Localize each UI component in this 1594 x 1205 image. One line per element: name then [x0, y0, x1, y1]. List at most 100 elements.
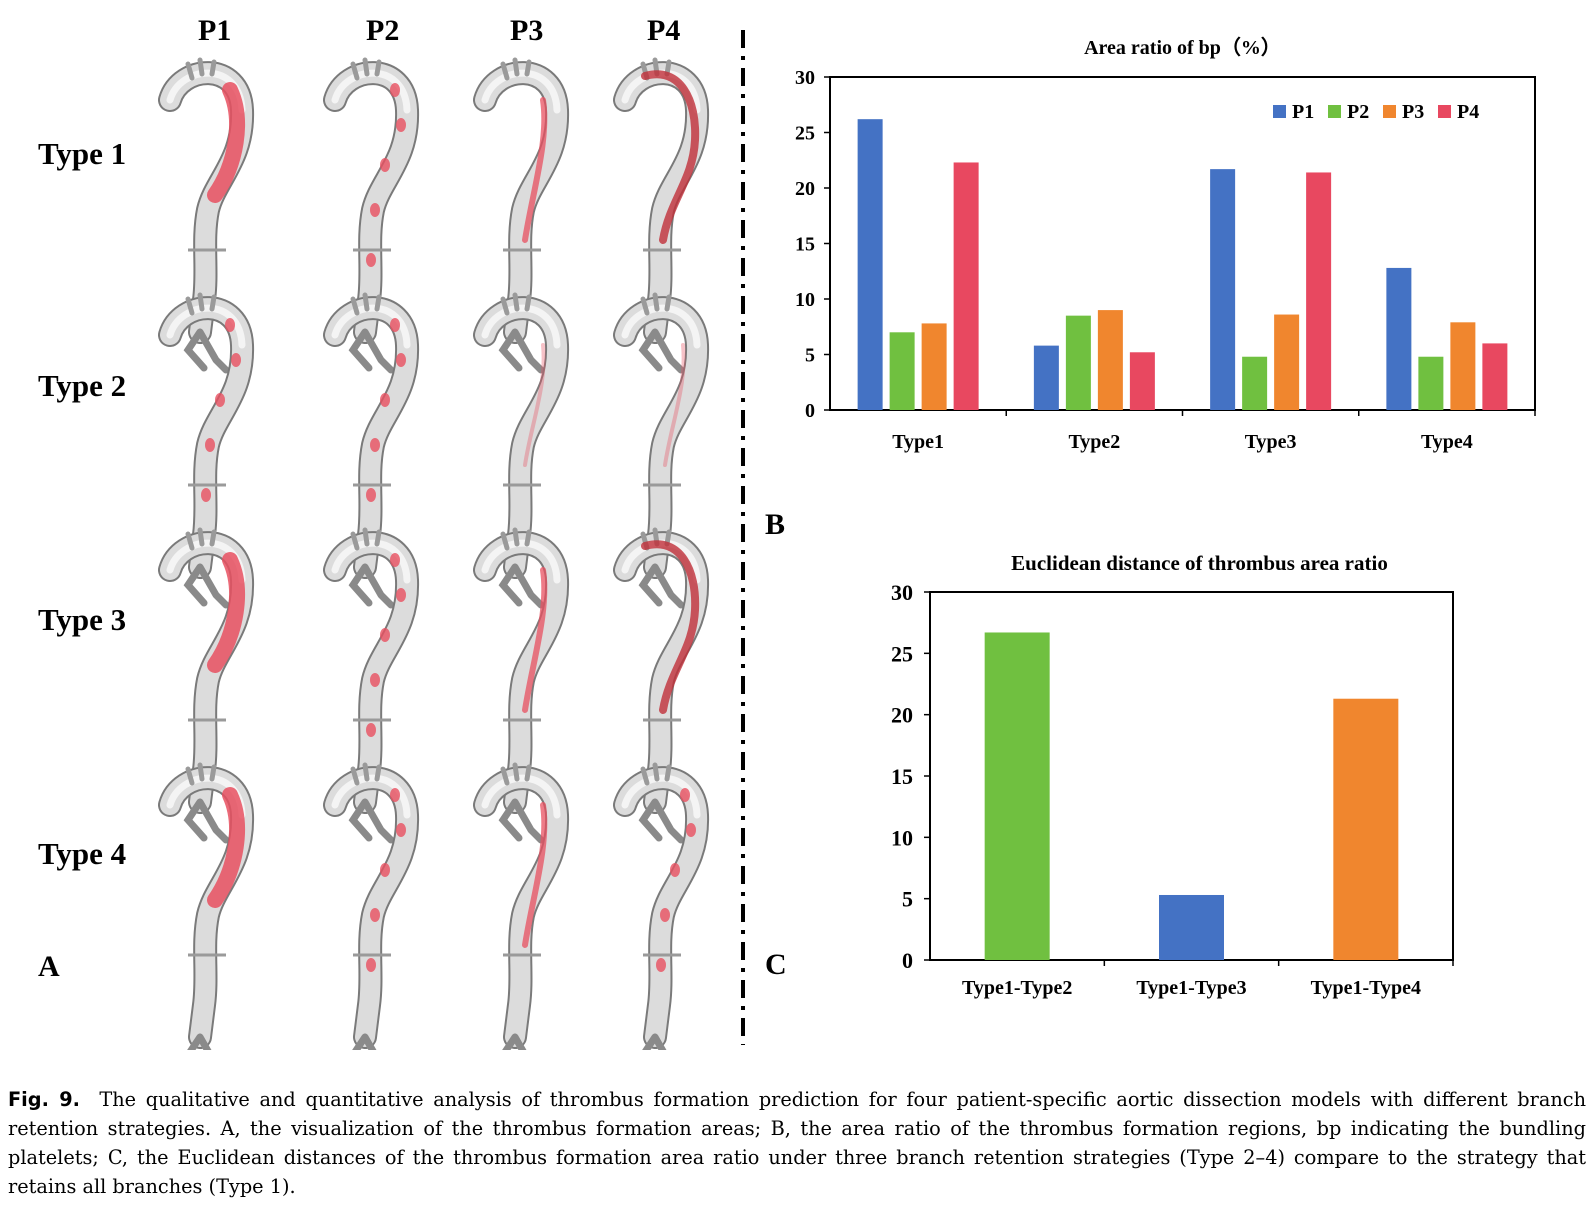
row-header-type1: Type 1 — [38, 136, 127, 171]
bar-P4-Type3 — [1306, 172, 1332, 410]
bar-P4-Type1 — [953, 162, 979, 410]
aorta-model-r1-c4 — [625, 60, 697, 370]
column-header-p4: P4 — [647, 14, 681, 47]
thrombus-region — [522, 567, 548, 713]
bar-P4-Type4 — [1482, 343, 1508, 410]
bar-P2-Type2 — [1065, 315, 1091, 410]
panel-label-c: C — [765, 948, 787, 981]
thrombus-region — [641, 70, 700, 244]
thrombus-region — [523, 343, 546, 467]
figure-caption: Fig. 9. The qualitative and quantitative… — [8, 1085, 1586, 1201]
bar-P4-Type2 — [1129, 352, 1155, 410]
bar-P2-Type1 — [889, 332, 915, 410]
chart-b-x-tick-label: Type2 — [1068, 431, 1120, 453]
aorta-model-r1-c2 — [335, 60, 407, 370]
euclidean-distance-chart: Euclidean distance of thrombus area rati… — [891, 551, 1454, 999]
aorta-model-r2-c4 — [625, 295, 697, 605]
legend-label-P2: P2 — [1347, 101, 1369, 123]
thrombus-spot — [366, 958, 376, 972]
aorta-model-r3-c4 — [625, 530, 697, 840]
thrombus-spot — [201, 488, 211, 502]
thrombus-spot — [390, 788, 400, 802]
panel-label-b: B — [765, 508, 786, 541]
bar-P1-Type2 — [1033, 345, 1059, 410]
legend-label-P4: P4 — [1457, 101, 1479, 123]
panel-label-a: A — [38, 950, 60, 983]
chart-b-x-tick-label: Type1 — [892, 431, 944, 453]
chart-b-y-tick-label: 10 — [795, 289, 815, 311]
chart-c-title: Euclidean distance of thrombus area rati… — [1011, 551, 1388, 575]
caption-text: The qualitative and quantitative analysi… — [8, 1088, 1586, 1198]
thrombus-spot — [225, 318, 235, 332]
chart-c-y-tick-label: 0 — [902, 948, 913, 973]
legend-swatch-P2 — [1328, 105, 1341, 118]
chart-c-y-tick-label: 25 — [891, 641, 913, 666]
chart-b-y-tick-label: 5 — [805, 345, 815, 367]
thrombus-spot — [205, 438, 215, 452]
thrombus-spot — [396, 353, 406, 367]
chart-b-title: Area ratio of bp（%） — [1084, 36, 1281, 59]
thrombus-region — [641, 540, 700, 714]
bar-P3-Type3 — [1274, 314, 1300, 410]
aorta-model-r1-c1 — [170, 60, 242, 370]
legend-label-P1: P1 — [1292, 101, 1314, 123]
aorta-model-r4-c2 — [335, 765, 407, 1050]
column-header-p1: P1 — [198, 14, 232, 47]
chart-b-y-tick-label: 30 — [795, 67, 815, 89]
aorta-model-r3-c2 — [335, 530, 407, 840]
thrombus-spot — [380, 628, 390, 642]
aorta-model-r1-c3 — [485, 60, 557, 370]
bar-Type1-Type3 — [1159, 894, 1224, 960]
area-ratio-chart: Area ratio of bp（%） 0 5 10 15 20 25 30 Type1 Type… — [795, 36, 1536, 453]
aorta-model-r2-c1 — [170, 295, 242, 605]
thrombus-spot — [366, 723, 376, 737]
thrombus-spot — [380, 393, 390, 407]
thrombus-spot — [396, 588, 406, 602]
chart-c-x-tick-label: Type1-Type3 — [1136, 977, 1246, 999]
chart-b-y-tick-label: 20 — [795, 178, 815, 200]
thrombus-spot — [390, 318, 400, 332]
thrombus-region — [522, 97, 548, 243]
aorta-model-r3-c1 — [170, 530, 242, 840]
column-header-p3: P3 — [510, 14, 544, 47]
bar-Type1-Type4 — [1333, 698, 1399, 960]
thrombus-spot — [390, 553, 400, 567]
thrombus-spot — [366, 488, 376, 502]
thrombus-region — [207, 82, 245, 203]
bar-Type1-Type2 — [984, 632, 1050, 960]
thrombus-spot — [680, 788, 690, 802]
thrombus-spot — [215, 393, 225, 407]
thrombus-region — [522, 802, 548, 948]
aorta-model-r4-c3 — [485, 765, 557, 1050]
chart-c-y-tick-label: 30 — [891, 580, 913, 605]
row-header-type2: Type 2 — [38, 368, 127, 403]
thrombus-spot — [390, 83, 400, 97]
row-header-type3: Type 3 — [38, 602, 127, 637]
thrombus-region — [207, 787, 245, 908]
panel-divider — [741, 30, 745, 1045]
thrombus-region — [207, 552, 245, 673]
thrombus-spot — [660, 908, 670, 922]
thrombus-spot — [686, 823, 696, 837]
column-header-p2: P2 — [366, 14, 400, 47]
thrombus-spot — [396, 823, 406, 837]
bar-P2-Type3 — [1242, 356, 1268, 410]
legend-swatch-P1 — [1273, 105, 1286, 118]
legend-swatch-P4 — [1438, 105, 1451, 118]
thrombus-spot — [366, 253, 376, 267]
chart-b-x-tick-label: Type3 — [1245, 431, 1297, 453]
thrombus-spot — [656, 958, 666, 972]
bar-P1-Type3 — [1210, 169, 1236, 410]
thrombus-spot — [380, 158, 390, 172]
legend-swatch-P3 — [1383, 105, 1396, 118]
thrombus-spot — [370, 908, 380, 922]
bar-P3-Type2 — [1097, 310, 1123, 410]
thrombus-spot — [396, 118, 406, 132]
chart-c-y-tick-label: 20 — [891, 703, 913, 728]
thrombus-spot — [370, 438, 380, 452]
chart-b-y-tick-label: 25 — [795, 123, 815, 145]
aorta-model-r3-c3 — [485, 530, 557, 840]
bar-P2-Type4 — [1418, 356, 1444, 410]
chart-b-y-tick-label: 0 — [805, 400, 815, 422]
aorta-model-grid — [150, 50, 730, 1050]
